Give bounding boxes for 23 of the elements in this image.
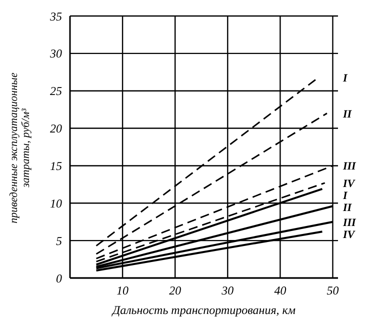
y-axis-title: приведенные эксплуатационные затраты, руб/м³ [8,72,32,224]
x-tick-label: 40 [274,284,286,298]
y-tick-label: 10 [50,196,62,210]
series-label: II [342,108,352,120]
series-label: IV [342,178,356,190]
series-label: IV [342,228,356,241]
y-tick-label: 20 [50,122,62,136]
series-label: III [342,160,357,173]
series-label: II [342,202,352,214]
y-tick-label: 15 [50,158,62,173]
y-tick-label: 25 [50,84,62,98]
series-label: III [342,216,357,229]
text: I [342,72,348,84]
x-axis-title: Дальность транспортирования, км [111,303,296,317]
y-tick-label: 30 [49,46,62,61]
x-tick-label: 50 [326,284,339,298]
x-tick-label: 10 [116,284,129,298]
y-tick-label: 35 [49,9,62,24]
y-tick-label: 5 [56,234,62,248]
y-tick-label: 0 [56,271,62,286]
x-tick-label: 30 [220,284,234,298]
series-label: I [342,190,348,202]
x-tick-label: 20 [169,284,182,298]
